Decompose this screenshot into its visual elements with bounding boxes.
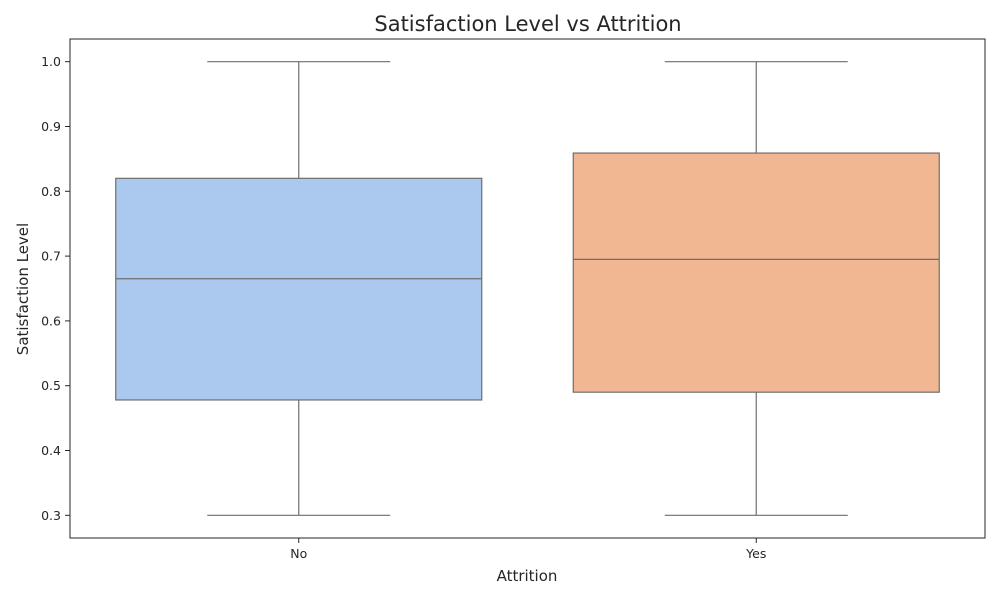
y-tick-label: 0.3: [41, 508, 61, 523]
y-tick-label: 0.6: [41, 313, 61, 328]
x-axis: No Yes: [290, 538, 766, 561]
boxes-layer: [115, 61, 940, 516]
chart-title: Satisfaction Level vs Attrition: [374, 12, 681, 36]
plot-frame: [69, 38, 986, 539]
iqr-box-no: [115, 177, 483, 401]
iqr-box-yes: [572, 152, 940, 393]
y-tick-label: 1.0: [41, 54, 61, 69]
y-axis: 0.3 0.4 0.5 0.6 0.7 0.8 0.9 1.0: [41, 54, 70, 523]
y-tick-label: 0.8: [41, 184, 61, 199]
box-yes: [572, 61, 940, 516]
x-tick-label-no: No: [290, 546, 307, 561]
y-axis-label: Satisfaction Level: [14, 223, 32, 355]
box-no: [115, 61, 483, 516]
x-axis-label: Attrition: [497, 567, 558, 585]
y-tick-label: 0.5: [41, 378, 61, 393]
y-tick-label: 0.4: [41, 443, 61, 458]
y-tick-label: 0.9: [41, 119, 61, 134]
y-tick-label: 0.7: [41, 249, 61, 264]
x-tick-label-yes: Yes: [745, 546, 766, 561]
